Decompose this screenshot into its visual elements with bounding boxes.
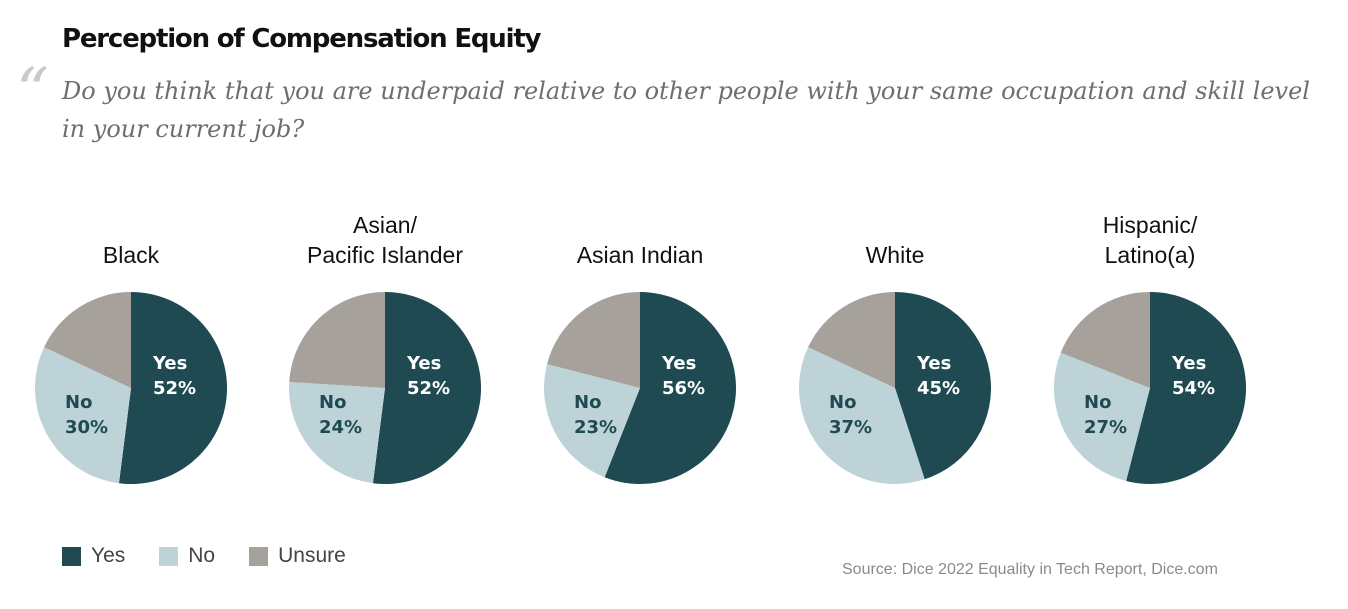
- pie-slice-yes: [118, 292, 228, 484]
- source-note: Source: Dice 2022 Equality in Tech Repor…: [842, 561, 1218, 578]
- pie-svg: Yes 52% No 30%: [35, 292, 228, 484]
- pie-slice-yes: [372, 292, 482, 484]
- pie-title: Latino(a): [1104, 242, 1196, 268]
- pie-slice-unsure: [44, 292, 131, 388]
- legend-label-no: No: [188, 544, 216, 567]
- legend-swatch-unsure: [249, 546, 269, 566]
- slice-label-yes: Yes 52%: [152, 353, 196, 399]
- slice-label-yes: Yes 45%: [916, 353, 960, 399]
- pie-title: Asian Indian: [576, 242, 704, 268]
- quote-mark-icon: “: [16, 55, 49, 129]
- pie-chart-2: Asian/Pacific Islander Yes 52% No 24%: [265, 210, 505, 500]
- pie-slice-yes: [1126, 292, 1247, 484]
- legend-swatch-no: [159, 546, 179, 566]
- pie-chart-1: Black Yes 52% No 30%: [11, 210, 251, 500]
- legend: Yes No Unsure: [62, 544, 346, 568]
- pie-slice-no: [35, 347, 131, 484]
- pie-title: Pacific Islander: [307, 242, 463, 268]
- pie-slice-unsure: [547, 292, 640, 388]
- pie-chart-4: White Yes 45% No 37%: [775, 210, 1015, 500]
- slice-label-yes: Yes 56%: [661, 353, 705, 399]
- pie-slice-no: [289, 381, 385, 484]
- pie-title: Black: [102, 242, 160, 268]
- pie-slice-unsure: [289, 292, 385, 388]
- pie-chart-3: Asian Indian Yes 56% No 23%: [520, 210, 760, 500]
- legend-label-unsure: Unsure: [278, 544, 346, 567]
- slice-label-no: No 23%: [574, 392, 617, 438]
- slice-label-no: No 24%: [319, 392, 362, 438]
- pie-slice-yes: [604, 292, 736, 484]
- survey-question: Do you think that you are underpaid rela…: [62, 77, 1310, 143]
- pie-svg: Yes 56% No 23%: [544, 292, 736, 484]
- pie-slice-unsure: [808, 292, 895, 388]
- legend-item-yes: Yes: [62, 544, 125, 568]
- legend-swatch-yes: [62, 546, 81, 566]
- legend-item-no: No: [159, 544, 215, 568]
- pie-title: White: [865, 242, 925, 268]
- legend-item-unsure: Unsure: [249, 544, 346, 568]
- pie-slice-unsure: [1060, 292, 1150, 388]
- pie-slice-no: [799, 347, 925, 484]
- pie-svg: Yes 52% No 24%: [289, 292, 482, 484]
- pie-slice-no: [544, 364, 640, 478]
- pie-chart-5: Hispanic/Latino(a) Yes 54% No 27%: [1030, 210, 1270, 500]
- pie-title: Asian/: [353, 212, 417, 238]
- pie-title: Hispanic/: [1102, 212, 1198, 238]
- pie-svg: Yes 45% No 37%: [799, 292, 991, 484]
- pie-slice-no: [1054, 352, 1150, 481]
- pie-slice-yes: [895, 292, 991, 480]
- slice-label-yes: Yes 52%: [406, 353, 450, 399]
- pie-svg: Yes 54% No 27%: [1054, 292, 1247, 484]
- slice-label-no: No 37%: [829, 392, 872, 438]
- slice-label-no: No 30%: [65, 392, 108, 438]
- slice-label-no: No 27%: [1084, 392, 1127, 438]
- chart-title: Perception of Compensation Equity: [62, 24, 542, 54]
- slice-label-yes: Yes 54%: [1171, 353, 1215, 399]
- legend-label-yes: Yes: [91, 544, 126, 567]
